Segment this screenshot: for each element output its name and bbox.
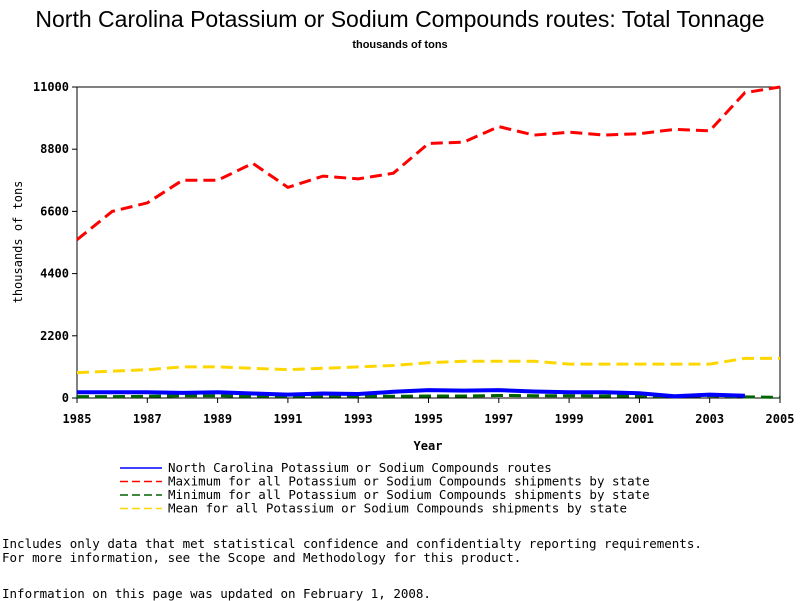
y-tick-label: 8800 (40, 142, 69, 156)
x-tick-label: 2001 (625, 412, 654, 426)
y-tick-label: 0 (62, 391, 69, 405)
x-tick-label: 1985 (63, 412, 92, 426)
footnote-methodology: For more information, see the Scope and … (2, 550, 522, 565)
x-tick-label: 1987 (133, 412, 162, 426)
axes: 0 2200 4400 6600 8800 11000 1985 1987 1989 1991 19… (33, 80, 795, 426)
legend-label: Mean for all Potassium or Sodium Compoun… (168, 501, 627, 516)
legend: North Carolina Potassium or Sodium Compo… (120, 460, 650, 516)
x-tick-label: 1989 (203, 412, 232, 426)
legend-label: Maximum for all Potassium or Sodium Comp… (168, 474, 650, 489)
x-tick-label: 1993 (344, 412, 373, 426)
legend-label: Minimum for all Potassium or Sodium Comp… (168, 487, 650, 502)
chart-title: North Carolina Potassium or Sodium Compo… (35, 6, 765, 32)
series-line-1 (77, 388, 745, 399)
x-axis-label: Year (414, 439, 443, 453)
x-tick-label: 1995 (414, 412, 443, 426)
x-tick-label: 2005 (766, 412, 795, 426)
line-chart: 0 2200 4400 6600 8800 11000 1985 1987 1989 1991 19… (11, 80, 795, 516)
series-line-2 (76, 85, 781, 241)
x-tick-label: 1991 (273, 412, 302, 426)
footnote-confidence: Includes only data that met statistical … (2, 536, 702, 551)
x-tick-label: 1997 (484, 412, 513, 426)
series-line-4 (76, 356, 780, 375)
x-tick-label: 1999 (555, 412, 584, 426)
y-tick-label: 2200 (40, 329, 69, 343)
x-tick-label: 2003 (695, 412, 724, 426)
legend-label: North Carolina Potassium or Sodium Compo… (168, 460, 552, 475)
series-lines (76, 85, 781, 399)
y-tick-label: 11000 (33, 80, 69, 94)
y-axis-label: thousands of tons (11, 181, 25, 304)
y-tick-label: 4400 (40, 267, 69, 281)
plot-frame (76, 86, 781, 399)
footnote-updated: Information on this page was updated on … (2, 586, 431, 601)
y-tick-label: 6600 (40, 204, 69, 218)
chart-subtitle: thousands of tons (352, 39, 448, 51)
